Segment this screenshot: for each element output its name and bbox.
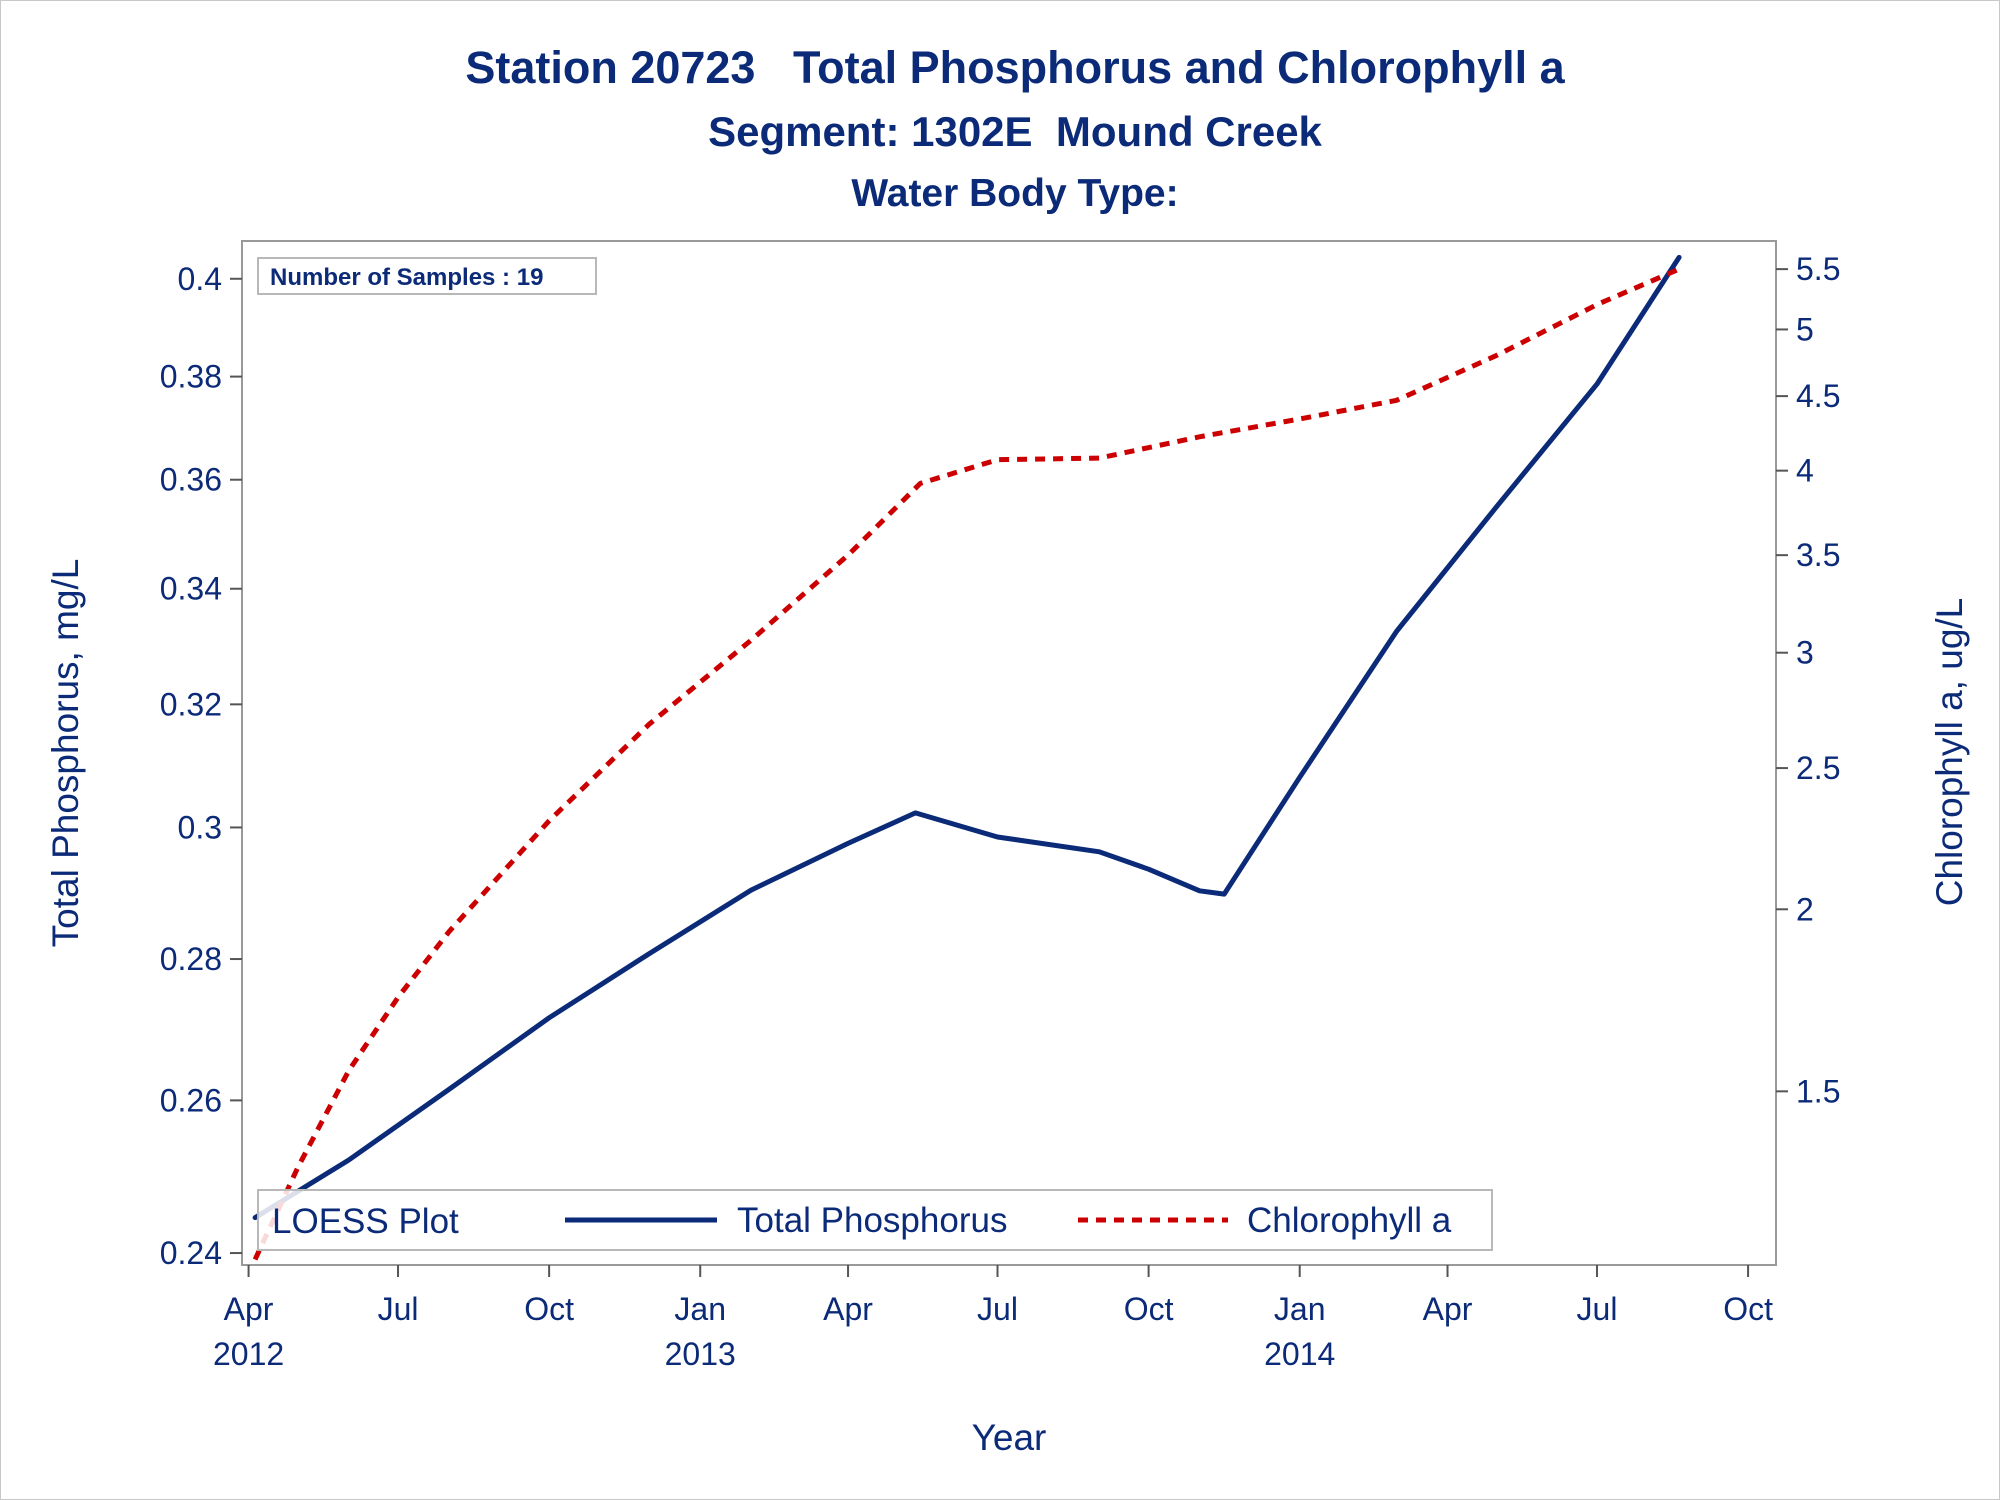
y2-tick-label: 3.5	[1796, 537, 1840, 573]
x-tick-label: Jul	[1577, 1291, 1618, 1327]
y2-axis-label: Chlorophyll a, ug/L	[1929, 598, 1970, 907]
x-tick-year-label: 2012	[213, 1336, 284, 1372]
x-tick-label: Apr	[224, 1291, 274, 1327]
x-tick-year-label: 2013	[665, 1336, 736, 1372]
x-tick-label: Oct	[524, 1291, 574, 1327]
y-tick-label: 0.4	[178, 261, 222, 297]
y-tick-label: 0.32	[160, 686, 222, 722]
y-axis-label: Total Phosphorus, mg/L	[45, 559, 86, 948]
series-line-total-phosphorus	[252, 254, 1682, 1221]
y2-tick-label: 1.5	[1796, 1073, 1840, 1109]
x-tick-label: Apr	[1423, 1291, 1473, 1327]
x-tick-label: Jul	[378, 1291, 419, 1327]
x-axis: Apr 2012 Jul Oct Jan 2013 Apr Jul Oct Jan 2014 Apr J…	[213, 1265, 1773, 1372]
y-tick-label: 0.24	[160, 1235, 222, 1271]
y2-tick-label: 4	[1796, 453, 1814, 489]
plot-lines	[252, 254, 1682, 1261]
x-tick-label: Jul	[977, 1291, 1018, 1327]
y2-tick-label: 5	[1796, 311, 1814, 347]
y-tick-label: 0.26	[160, 1082, 222, 1118]
legend-border	[257, 1189, 1493, 1251]
sample-count-border	[257, 257, 597, 295]
y2-tick-label: 5.5	[1796, 251, 1840, 287]
y-tick-label: 0.38	[160, 359, 222, 395]
y2-tick-label: 3	[1796, 635, 1814, 671]
legend-label-chlorophyll-a: Chlorophyll a	[1247, 1201, 1452, 1240]
legend: LOESS Plot Total Phosphorus Chlorophyll …	[257, 1189, 1493, 1251]
legend-title: LOESS Plot	[272, 1202, 459, 1241]
chart-title: Station 20723 Total Phosphorus and Chlor…	[465, 42, 1565, 93]
legend-label-total-phosphorus: Total Phosphorus	[737, 1201, 1007, 1240]
x-tick-label: Jan	[1274, 1291, 1326, 1327]
y2-tick-label: 2	[1796, 891, 1814, 927]
chart-subtitle: Segment: 1302E Mound Creek	[708, 108, 1322, 155]
chart-subtitle-2: Water Body Type:	[851, 172, 1178, 215]
plot-area	[241, 240, 1777, 1266]
y-axis-right: 1.5 2 2.5 3 3.5 4 4.5 5 5.5	[1776, 251, 1840, 1109]
y2-tick-label: 2.5	[1796, 750, 1840, 786]
series-line-chlorophyll-a	[252, 266, 1681, 1261]
y-tick-label: 0.34	[160, 571, 222, 607]
y-tick-label: 0.3	[178, 809, 222, 845]
y2-tick-label: 4.5	[1796, 378, 1840, 414]
x-tick-label: Oct	[1124, 1291, 1174, 1327]
x-tick-label: Apr	[823, 1291, 873, 1327]
x-axis-label: Year	[972, 1417, 1047, 1458]
sample-count-text: Number of Samples : 19	[270, 264, 543, 291]
x-tick-label: Oct	[1723, 1291, 1773, 1327]
x-tick-year-label: 2014	[1264, 1336, 1335, 1372]
sample-count-box: Number of Samples : 19	[257, 257, 597, 295]
y-tick-label: 0.36	[160, 462, 222, 498]
x-tick-label: Jan	[674, 1291, 726, 1327]
y-tick-label: 0.28	[160, 941, 222, 977]
y-axis-left: 0.24 0.26 0.28 0.3 0.32 0.34 0.36 0.38 0.4	[160, 261, 242, 1271]
